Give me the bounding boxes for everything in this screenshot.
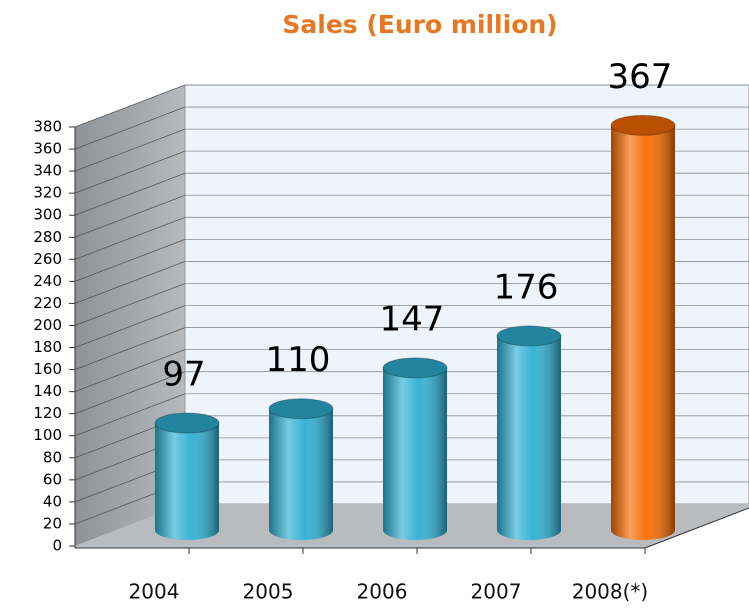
bar-top-shade [611,115,675,136]
y-tick-label: 300 [33,206,62,224]
bar-top [382,357,448,379]
grid-line [74,84,186,128]
bar-top-shade [383,357,447,378]
y-tick-label: 360 [33,140,62,158]
grid-line [74,106,186,150]
y-tick-label: 60 [43,470,62,488]
bar-shade [611,125,675,540]
grid-line [74,150,186,194]
y-tick-label: 100 [33,426,62,444]
y-tick-label: 240 [33,272,62,290]
x-tick-label: 2006 [357,580,408,604]
value-label: 176 [494,267,559,307]
bar-shade [497,335,561,540]
y-tick-label: 80 [43,448,62,466]
y-tick-label: 120 [33,404,62,422]
value-label: 97 [162,355,205,395]
x-tick-label: 2008(*) [572,580,649,604]
y-tick-label: 260 [33,250,62,268]
bar-top [496,325,562,347]
y-tick-label: 20 [43,514,62,532]
grid-line [74,128,186,172]
grid-line [74,172,186,216]
y-tick-label: 160 [33,360,62,378]
bar-shade [269,408,333,540]
y-tick-label: 40 [43,492,62,510]
grid-line [74,327,186,370]
grid-line [74,371,186,415]
bar-top-shade [497,325,561,346]
floor-edge [644,507,749,549]
bar-top-shade [155,413,219,434]
value-label: 147 [380,299,445,339]
y-tick-label: 200 [33,316,62,334]
grid-line [74,238,186,282]
y-tick-label: 220 [33,294,62,312]
grid-line [74,283,186,326]
bar-top [154,412,220,434]
grid-line [74,194,186,238]
bar-shade [383,367,447,540]
x-tick-label: 2004 [129,580,180,604]
y-tick-label: 340 [33,162,62,180]
y-tick-label: 180 [33,338,62,356]
y-tick-label: 320 [33,184,62,202]
value-label: 367 [608,57,673,97]
x-tick-label: 2005 [243,580,294,604]
grid-line [74,261,186,304]
y-tick-label: 380 [33,118,62,136]
bar-top [268,398,334,420]
y-tick-label: 140 [33,382,62,400]
y-tick-label: 0 [52,537,62,555]
grid-line [74,393,186,437]
x-tick-label: 2007 [471,580,522,604]
bar-top-shade [269,398,333,419]
bar-shade [155,423,219,540]
y-tick-label: 280 [33,228,62,246]
grid-line [74,216,186,260]
grid-line [74,305,186,348]
value-label: 110 [266,340,331,380]
bar-top [610,114,676,136]
chart-title: Sales (Euro million) [282,10,557,39]
grid-line [74,349,186,393]
